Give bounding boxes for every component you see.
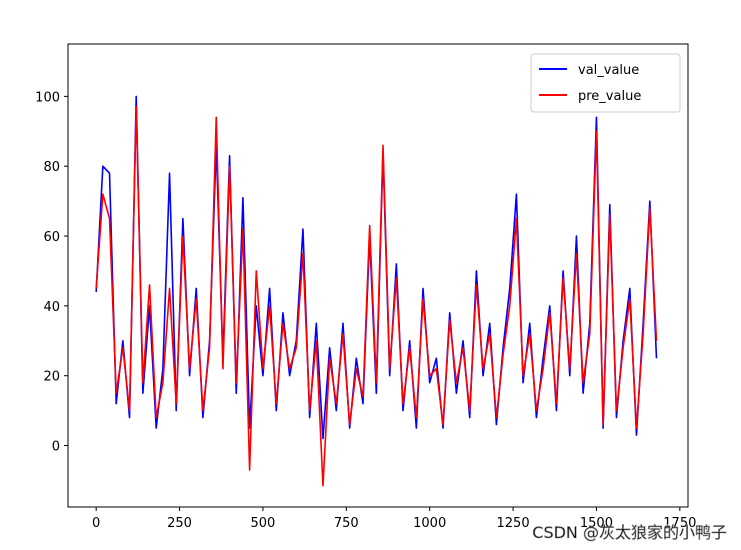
y-tick-label: 20: [43, 370, 60, 385]
y-tick-label: 80: [43, 160, 60, 175]
legend: val_value pre_value: [530, 53, 681, 113]
x-tick-label: 1500: [580, 516, 613, 531]
x-tick-label: 0: [92, 516, 100, 531]
x-tick-label: 500: [251, 516, 276, 531]
x-tick-label: 1000: [413, 516, 446, 531]
watermark: CSDN @灰太狼家的小鸭子: [532, 523, 727, 542]
data-line: [95, 106, 658, 487]
x-tick-label: 250: [167, 516, 192, 531]
legend-label: pre_value: [578, 89, 641, 104]
y-tick-label: 60: [43, 230, 60, 245]
legend-box: [530, 53, 681, 113]
data-line: [95, 95, 658, 440]
legend-label: val_value: [578, 63, 639, 78]
y-tick-label: 40: [43, 300, 60, 315]
x-tick-label: 1750: [663, 516, 696, 531]
y-tick-label: 100: [35, 90, 60, 105]
y-tick-label: 0: [52, 440, 60, 455]
plot-frame: [67, 43, 689, 508]
x-tick-label: 750: [334, 516, 359, 531]
x-tick-label: 1250: [497, 516, 530, 531]
